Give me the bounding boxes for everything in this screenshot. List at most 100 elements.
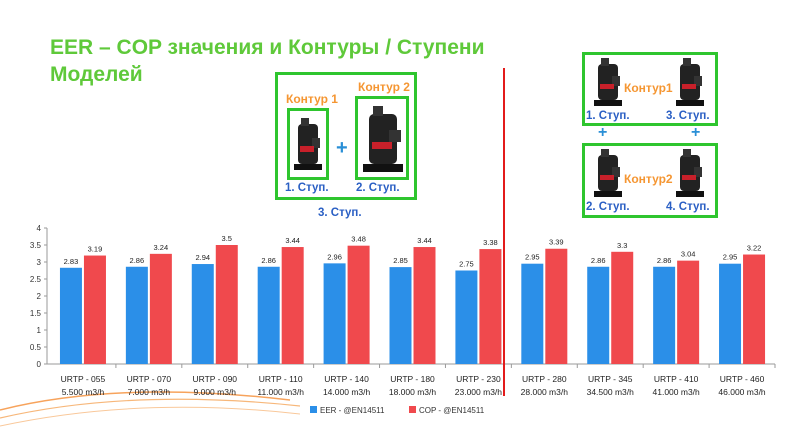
diagram-right-contour2-box	[582, 143, 718, 218]
x-category-label: URTP - 180	[390, 374, 435, 384]
y-tick-label: 2	[37, 292, 42, 301]
eer-bar	[257, 266, 280, 364]
cop-data-label: 3.22	[747, 244, 762, 253]
cop-bar	[743, 254, 766, 364]
y-tick-label: 3.5	[30, 241, 42, 250]
eer-bar	[455, 270, 478, 364]
eer-bar	[521, 263, 544, 364]
cop-bar	[347, 245, 370, 364]
cop-data-label: 3.44	[285, 236, 300, 245]
eer-data-label: 2.95	[723, 253, 738, 262]
x-category-label: URTP - 345	[588, 374, 633, 384]
x-category-label: URTP - 460	[720, 374, 765, 384]
compressor-icon	[594, 149, 622, 197]
x-category-sublabel: 34.500 m3/h	[587, 387, 635, 397]
y-tick-label: 2.5	[30, 275, 42, 284]
decorative-swoosh	[0, 391, 300, 427]
eer-data-label: 2.95	[525, 253, 540, 262]
y-tick-label: 4	[37, 224, 42, 233]
y-tick-label: 1	[37, 326, 42, 335]
x-category-label: URTP - 090	[192, 374, 237, 384]
y-tick-label: 0	[37, 360, 42, 369]
x-category-sublabel: 9.000 m3/h	[194, 387, 237, 397]
eer-data-label: 2.83	[64, 257, 79, 266]
cop-bar	[281, 247, 304, 364]
x-category-sublabel: 7.000 m3/h	[128, 387, 171, 397]
x-category-sublabel: 11.000 m3/h	[257, 387, 304, 397]
cop-bar	[215, 245, 238, 364]
diagram-left-step1: 1. Ступ.	[285, 182, 329, 194]
y-tick-label: 3	[37, 258, 42, 267]
x-category-sublabel: 14.000 m3/h	[323, 387, 371, 397]
diagram-left-step3: 3. Ступ.	[318, 207, 362, 219]
eer-data-label: 2.86	[591, 256, 606, 265]
x-category-sublabel: 28.000 m3/h	[521, 387, 569, 397]
cop-data-label: 3.38	[483, 238, 498, 247]
cop-bar	[677, 260, 700, 364]
cop-bar	[149, 253, 172, 364]
eer-bar	[389, 267, 412, 364]
diagram-left-contour1-label: Контур 1	[286, 92, 338, 106]
legend-eer-label: EER - @EN14511	[320, 406, 385, 415]
x-category-sublabel: 46.000 m3/h	[718, 387, 766, 397]
diagram-left-plus-icon: +	[336, 137, 348, 159]
eer-data-label: 2.94	[195, 253, 210, 262]
y-tick-label: 1.5	[30, 309, 42, 318]
cop-data-label: 3.44	[417, 236, 432, 245]
x-category-label: URTP - 140	[324, 374, 369, 384]
legend-cop-label: COP - @EN14511	[419, 406, 485, 415]
y-tick-label: 0.5	[30, 343, 42, 352]
cop-data-label: 3.5	[222, 234, 232, 243]
compressor-icon	[363, 106, 403, 172]
cop-data-label: 3.48	[351, 235, 366, 244]
eer-bar	[59, 267, 82, 364]
eer-data-label: 2.75	[459, 260, 474, 269]
x-category-label: URTP - 110	[259, 374, 303, 384]
eer-data-label: 2.86	[130, 256, 145, 265]
diagram-right-step4: 4. Ступ.	[666, 201, 710, 213]
eer-bar	[587, 266, 610, 364]
diagram-right-step3: 3. Ступ.	[666, 110, 710, 122]
page-title: EER – COP значения и Контуры / Ступени М…	[50, 36, 485, 86]
diagram-left-contour2-label: Контур 2	[358, 80, 410, 94]
diagram-left-step2: 2. Ступ.	[356, 182, 400, 194]
eer-data-label: 2.85	[393, 256, 408, 265]
x-category-label: URTP - 070	[127, 374, 172, 384]
diagram-right-plus-icon: +	[691, 124, 701, 141]
x-category-label: URTP - 280	[522, 374, 567, 384]
eer-bar	[125, 266, 148, 364]
eer-data-label: 2.86	[261, 256, 276, 265]
eer-bar	[653, 266, 676, 364]
cop-data-label: 3.04	[681, 250, 696, 259]
cop-bar	[545, 248, 568, 364]
x-category-label: URTP - 410	[654, 374, 699, 384]
eer-data-label: 2.96	[327, 252, 342, 261]
legend-eer-swatch	[310, 406, 317, 413]
compressor-icon	[676, 149, 704, 197]
cop-data-label: 3.24	[154, 243, 169, 252]
cop-bar	[83, 255, 106, 364]
cop-data-label: 3.19	[88, 245, 103, 254]
x-category-label: URTP - 055	[61, 374, 106, 384]
eer-bar	[323, 263, 346, 364]
diagram-left-contour2-box	[355, 96, 409, 180]
diagram-right-contour2-label: Контур2	[624, 172, 673, 186]
compressor-icon	[294, 118, 322, 170]
eer-data-label: 2.86	[657, 256, 672, 265]
legend-cop-swatch	[409, 406, 416, 413]
cop-bar	[611, 251, 634, 364]
x-category-sublabel: 5.500 m3/h	[62, 387, 105, 397]
x-category-sublabel: 18.000 m3/h	[389, 387, 437, 397]
compressor-icon	[676, 58, 704, 106]
diagram-left-contour1-box	[287, 108, 329, 180]
diagram-right-step2: 2. Ступ.	[586, 201, 630, 213]
eer-bar	[719, 263, 742, 364]
x-category-sublabel: 41.000 m3/h	[653, 387, 701, 397]
cop-data-label: 3.39	[549, 238, 564, 247]
cop-bar	[413, 247, 436, 364]
compressor-icon	[594, 58, 622, 106]
eer-bar	[191, 264, 214, 364]
diagram-left-outer-box	[275, 72, 417, 200]
diagram-right-contour1-label: Контур1	[624, 81, 673, 95]
